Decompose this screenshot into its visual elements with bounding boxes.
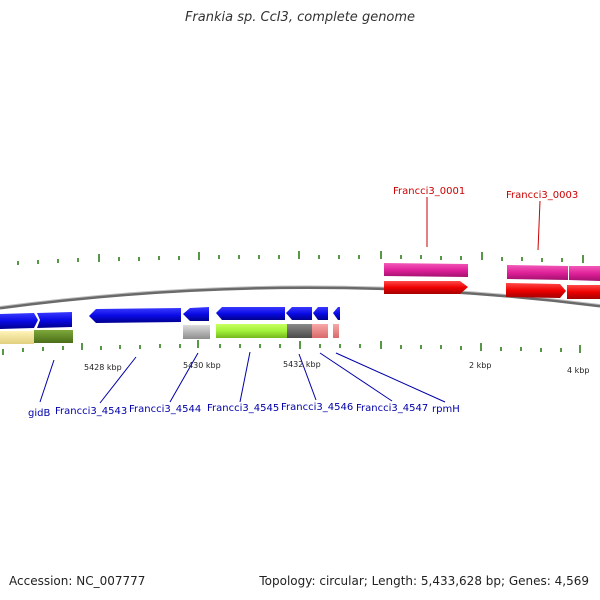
gene-francci3-4548[interactable] bbox=[333, 307, 340, 320]
reverse-gene-labels: gidB Francci3_4543 Francci3_4544 Francci… bbox=[28, 402, 460, 419]
forward-genes bbox=[384, 263, 600, 299]
genome-stats-text: Topology: circular; Length: 5,433,628 bp… bbox=[259, 574, 589, 588]
scale-label-5430: 5430 kbp bbox=[183, 361, 221, 370]
gene-label-francci3-4546[interactable]: Francci3_4546 bbox=[281, 402, 353, 413]
cog-gidb[interactable] bbox=[0, 331, 34, 344]
gene-label-francci3-4544[interactable]: Francci3_4544 bbox=[129, 404, 201, 415]
inner-ticks bbox=[2, 340, 581, 355]
gene-francci3-4546[interactable] bbox=[216, 307, 285, 320]
gene-francci3-0004-cog[interactable] bbox=[569, 266, 600, 281]
gene-francci3-0003-cog[interactable] bbox=[507, 265, 568, 280]
forward-gene-labels: Francci3_0001 Francci3_0003 bbox=[393, 186, 578, 201]
scale-label-4kbp: 4 kbp bbox=[567, 366, 589, 375]
forward-label-lines bbox=[426, 197, 541, 251]
scale-labels: 5428 kbp 5430 kbp 5432 kbp 2 kbp 4 kbp bbox=[84, 360, 589, 375]
cog-francci3-4545[interactable] bbox=[216, 324, 287, 338]
scale-label-2kbp: 2 kbp bbox=[469, 361, 491, 370]
cog-rpmh[interactable] bbox=[333, 324, 339, 338]
gene-francci3-0004[interactable] bbox=[567, 285, 600, 299]
accession-text: Accession: NC_007777 bbox=[9, 574, 146, 588]
gene-francci3-4547[interactable] bbox=[286, 307, 312, 320]
gene-francci3-0003[interactable] bbox=[506, 283, 566, 298]
gene-label-francci3-0001[interactable]: Francci3_0001 bbox=[393, 186, 465, 197]
gene-francci3-4543[interactable] bbox=[37, 312, 72, 328]
map-title: Frankia sp. CcI3, complete genome bbox=[184, 10, 416, 25]
gene-francci3-4544[interactable] bbox=[89, 308, 181, 323]
gene-label-francci3-4545[interactable]: Francci3_4545 bbox=[207, 403, 279, 414]
gene-francci3-0001-cog[interactable] bbox=[384, 263, 468, 277]
cog-francci3-4544[interactable] bbox=[183, 325, 210, 339]
reverse-label-lines bbox=[39, 351, 446, 404]
gene-label-francci3-4543[interactable]: Francci3_4543 bbox=[55, 406, 127, 417]
reverse-genes bbox=[0, 307, 340, 344]
gene-label-rpmh[interactable]: rpmH bbox=[432, 404, 460, 415]
gene-rpmh-arrow[interactable] bbox=[313, 307, 328, 320]
gene-label-francci3-0003[interactable]: Francci3_0003 bbox=[506, 190, 578, 201]
gene-francci3-4545[interactable] bbox=[183, 307, 209, 321]
gene-gidb[interactable] bbox=[0, 313, 38, 329]
cog-francci3-4547[interactable] bbox=[312, 324, 328, 338]
cog-francci3-4546[interactable] bbox=[287, 324, 312, 338]
outer-ticks bbox=[17, 251, 584, 265]
gene-label-gidb[interactable]: gidB bbox=[28, 408, 50, 419]
scale-label-5432: 5432 kbp bbox=[283, 360, 321, 369]
scale-label-5428: 5428 kbp bbox=[84, 363, 122, 372]
cog-francci3-4543[interactable] bbox=[34, 330, 73, 343]
gene-francci3-0001[interactable] bbox=[384, 281, 468, 294]
gene-label-francci3-4547[interactable]: Francci3_4547 bbox=[356, 403, 428, 414]
